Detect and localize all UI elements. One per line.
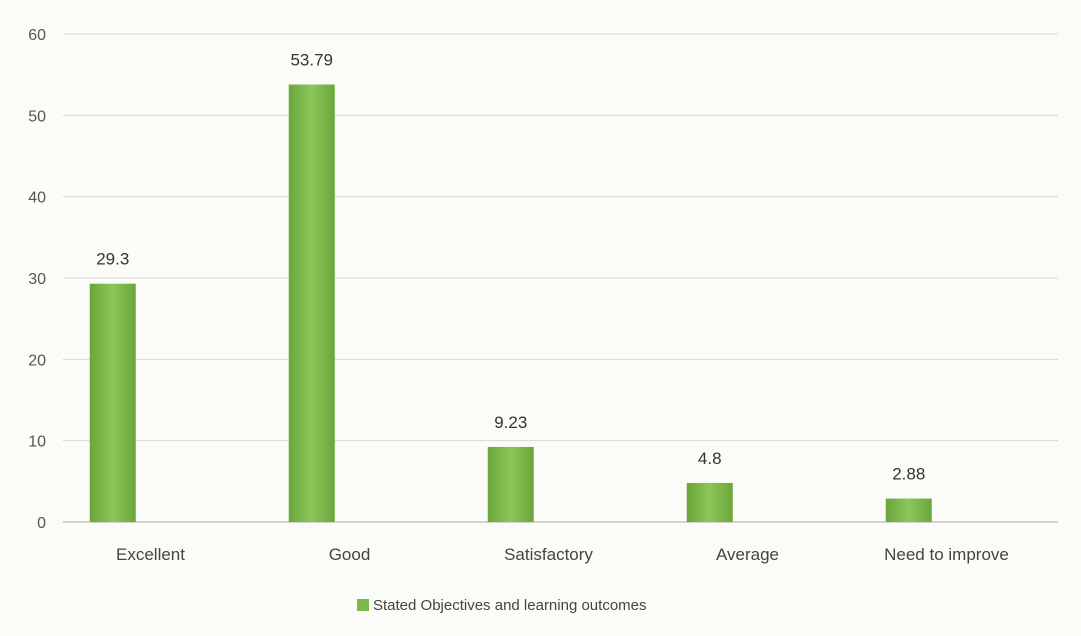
y-axis-ticks: 0 10 20 30 40 50 60 xyxy=(28,27,46,532)
bars xyxy=(89,84,932,523)
category-label: Excellent xyxy=(116,545,185,564)
gridlines xyxy=(63,33,1058,523)
data-label: 9.23 xyxy=(494,413,527,432)
bar xyxy=(885,498,932,522)
category-label: Need to improve xyxy=(884,545,1009,564)
data-labels: 29.3 53.79 9.23 4.8 2.88 xyxy=(96,51,925,484)
y-tick-label: 40 xyxy=(28,190,46,207)
legend-swatch xyxy=(357,599,369,611)
y-tick-label: 0 xyxy=(37,515,46,532)
category-label: Good xyxy=(329,545,371,564)
y-tick-label: 20 xyxy=(28,352,46,369)
bar xyxy=(89,283,136,522)
x-axis-categories: Excellent Good Satisfactory Average Need to … xyxy=(116,545,1009,564)
category-label: Average xyxy=(716,545,779,564)
bar xyxy=(686,482,733,522)
y-tick-label: 50 xyxy=(28,108,46,125)
legend-label: Stated Objectives and learning outcomes xyxy=(373,597,647,614)
data-label: 4.8 xyxy=(698,449,722,468)
bar xyxy=(288,84,335,523)
data-label: 53.79 xyxy=(290,51,333,70)
y-tick-label: 60 xyxy=(28,27,46,44)
y-tick-label: 10 xyxy=(28,434,46,451)
bar xyxy=(487,446,534,522)
category-label: Satisfactory xyxy=(504,545,593,564)
data-label: 29.3 xyxy=(96,250,129,269)
legend: Stated Objectives and learning outcomes xyxy=(357,597,647,614)
data-label: 2.88 xyxy=(892,465,925,484)
y-tick-label: 30 xyxy=(28,271,46,288)
